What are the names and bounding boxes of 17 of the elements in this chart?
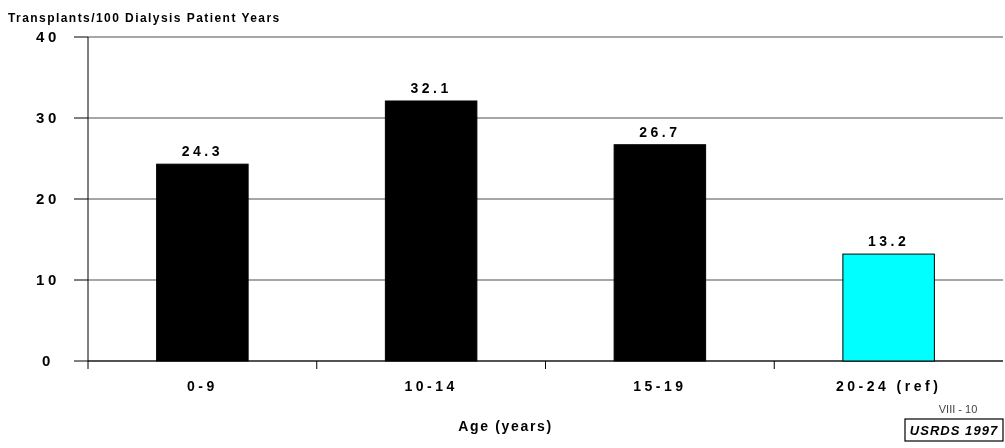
x-tick-label: 0-9 [187,378,218,394]
x-tick-label: 10-14 [404,378,458,394]
x-tick-label: 20-24 (ref) [835,378,942,394]
data-label: 32.1 [410,79,452,96]
text: USRDS 1997 [909,423,999,438]
y-tick-label: 20 [35,190,61,208]
x-axis-title: Age (years) [458,418,553,434]
data-label: 26.7 [639,123,681,140]
x-tick-label: 15-19 [633,378,687,394]
y-axis-title: Transplants/100 Dialysis Patient Years [8,11,281,25]
text: VIII - 10 [938,403,978,415]
data-label: 13.2 [868,233,910,250]
data-label: 24.3 [181,143,223,160]
y-tick-label: 0 [41,352,55,370]
y-tick-label: 10 [35,271,61,289]
y-tick-label: 30 [35,109,61,127]
y-tick-label: 40 [35,28,61,46]
